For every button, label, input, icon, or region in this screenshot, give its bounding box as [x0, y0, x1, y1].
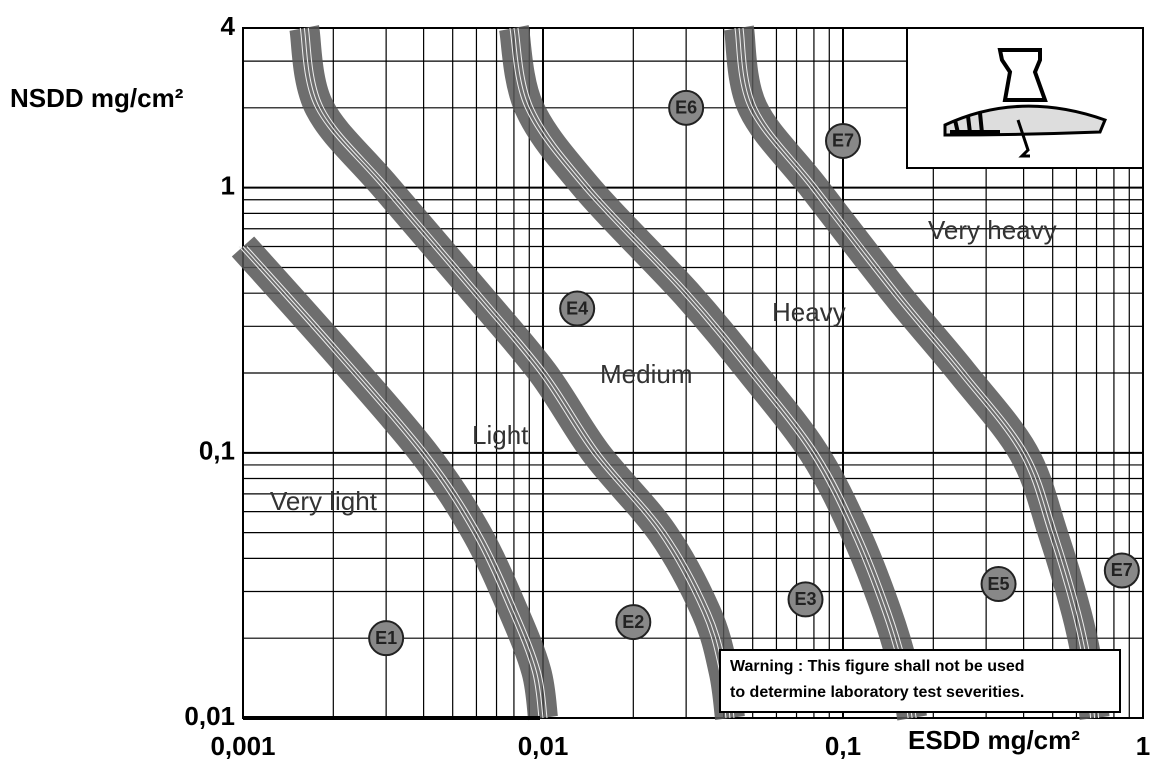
sample-label: E2 [622, 612, 644, 632]
insulator-inset [907, 28, 1143, 168]
x-axis-label: ESDD mg/cm² [908, 725, 1080, 755]
zone-label: Very heavy [928, 215, 1057, 245]
sample-label: E5 [988, 574, 1010, 594]
x-tick-label: 1 [1136, 731, 1150, 761]
sample-label: E4 [566, 298, 588, 318]
y-axis-label: NSDD mg/cm² [10, 83, 184, 113]
zone-label: Light [472, 420, 529, 450]
zone-label: Very light [270, 486, 378, 516]
x-tick-label: 0,1 [825, 731, 861, 761]
y-tick-label: 0,1 [199, 436, 235, 466]
y-tick-label: 4 [221, 11, 236, 41]
sample-label: E6 [675, 98, 697, 118]
warning-text: Warning : This figure shall not be used [730, 658, 1025, 675]
warning-text: to determine laboratory test severities. [730, 684, 1024, 701]
sample-label: E1 [375, 628, 397, 648]
zone-label: Medium [600, 359, 692, 389]
sample-label: E7 [1111, 560, 1133, 580]
sample-label: E3 [795, 589, 817, 609]
x-tick-label: 0,01 [518, 731, 569, 761]
x-tick-label: 0,001 [210, 731, 275, 761]
sample-label: E7 [832, 131, 854, 151]
zone-label: Heavy [772, 297, 846, 327]
chart: NSDD mg/cm² ESDD mg/cm² 0,0010,010,110,0… [0, 0, 1155, 763]
y-tick-label: 0,01 [184, 701, 235, 731]
y-tick-label: 1 [221, 171, 235, 201]
